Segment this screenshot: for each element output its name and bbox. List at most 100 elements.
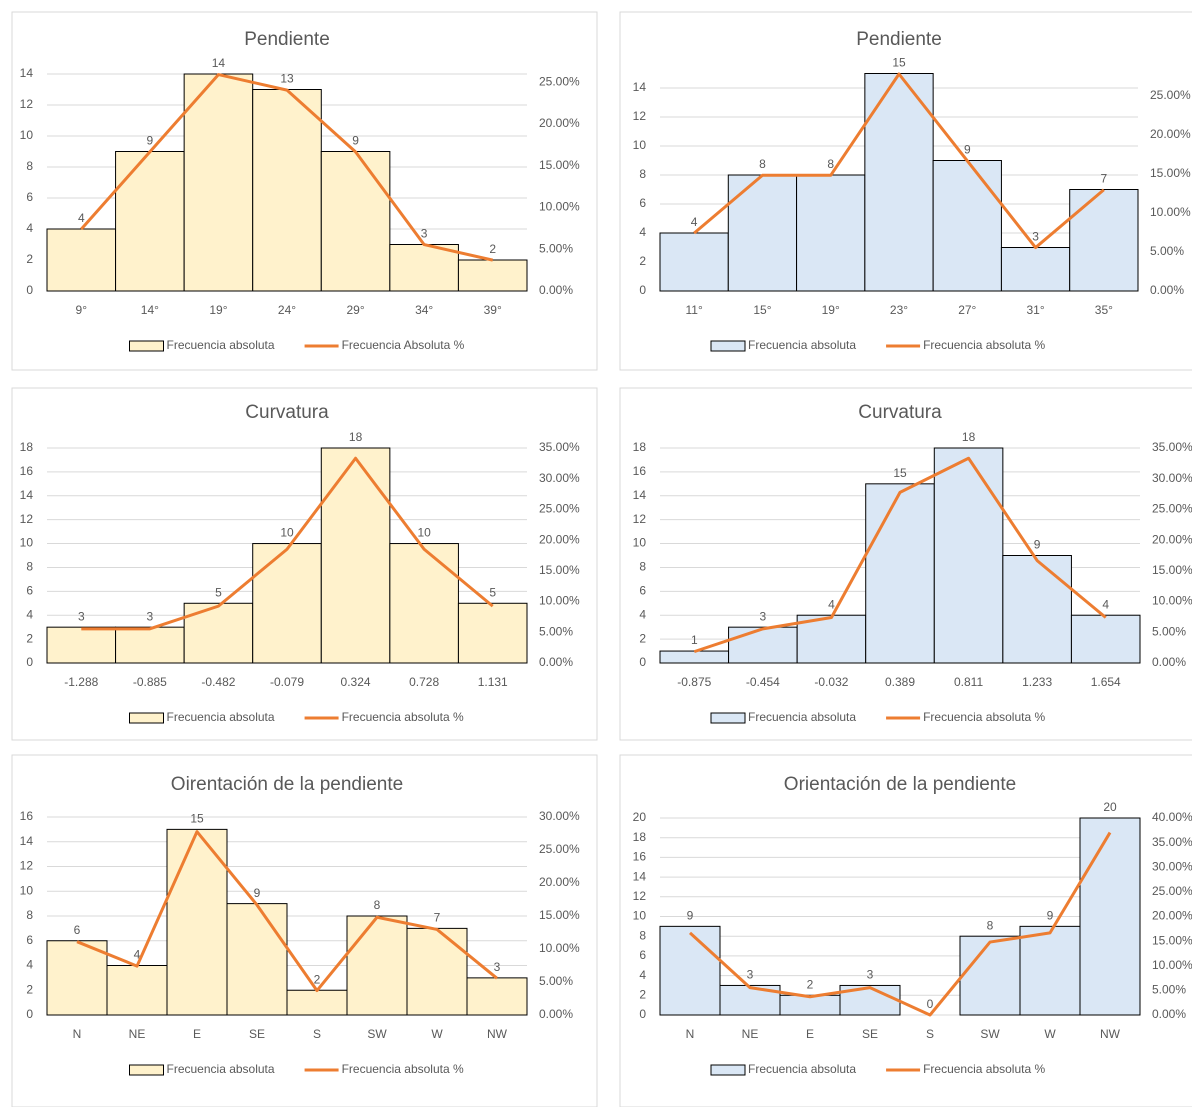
- data-label: 9: [964, 143, 971, 157]
- y2-tick-label: 10.00%: [1150, 205, 1191, 219]
- bar: [1070, 614, 1141, 664]
- legend-swatch: [129, 712, 164, 724]
- y-tick-label: 2: [26, 631, 33, 645]
- chart: Curvatura 0 2 4 6 8 10 12 14 16 18 0.00% 5.00% 10.00%…: [11, 387, 598, 741]
- x-tick-label: -0.454: [746, 675, 780, 689]
- y2-tick-label: 10.00%: [539, 941, 580, 955]
- data-label: 9: [1034, 538, 1041, 552]
- bar: [320, 151, 391, 292]
- x-tick-label: SE: [249, 1027, 265, 1041]
- legend-swatch: [710, 712, 746, 724]
- bar: [252, 89, 322, 292]
- bar: [1019, 925, 1081, 1016]
- legend-label: Frecuencia Absoluta %: [342, 338, 465, 352]
- y-tick-label: 4: [639, 607, 646, 621]
- data-label: 1: [691, 633, 698, 647]
- y-tick-label: 16: [633, 850, 647, 864]
- data-label: 10: [417, 526, 431, 540]
- data-label: 8: [987, 918, 994, 932]
- bar: [226, 903, 288, 1016]
- chart-panel: [11, 754, 598, 1107]
- y-tick-label: 18: [20, 440, 34, 454]
- x-tick-label: E: [806, 1027, 814, 1041]
- bar: [659, 925, 721, 1016]
- chart-title: Curvatura: [858, 402, 942, 423]
- y2-tick-label: 30.00%: [1152, 859, 1192, 873]
- y2-tick-label: 35.00%: [1152, 835, 1192, 849]
- y-tick-label: 0: [639, 283, 646, 297]
- data-label: 7: [1101, 172, 1108, 186]
- x-tick-label: 19°: [822, 303, 840, 317]
- data-label: 18: [962, 430, 976, 444]
- x-tick-label: N: [73, 1027, 82, 1041]
- chart: Orientación de la pendiente 0 2 4 6 8 10 12 14 16…: [619, 754, 1192, 1107]
- y2-tick-label: 5.00%: [539, 974, 573, 988]
- y2-tick-label: 15.00%: [1150, 166, 1191, 180]
- x-tick-label: 24°: [278, 303, 296, 317]
- y-tick-label: 16: [20, 809, 34, 823]
- y2-tick-label: 0.00%: [539, 1007, 573, 1021]
- data-label: 4: [134, 948, 141, 962]
- legend-label: Frecuencia absoluta %: [923, 710, 1045, 724]
- y-tick-label: 16: [20, 464, 34, 478]
- data-label: 8: [759, 157, 766, 171]
- x-tick-label: 0.728: [409, 675, 439, 689]
- data-label: 3: [78, 609, 85, 623]
- y-tick-label: 0: [639, 655, 646, 669]
- y-tick-label: 10: [633, 536, 647, 550]
- bar: [320, 447, 391, 664]
- bar: [466, 977, 528, 1016]
- y2-tick-label: 15.00%: [539, 908, 580, 922]
- x-tick-label: S: [313, 1027, 321, 1041]
- y-tick-label: 18: [633, 830, 647, 844]
- data-label: 8: [827, 157, 834, 171]
- legend-swatch: [129, 340, 164, 352]
- y-tick-label: 4: [26, 607, 33, 621]
- y-tick-label: 0: [26, 1007, 33, 1021]
- y-tick-label: 6: [639, 196, 646, 210]
- y2-tick-label: 20.00%: [539, 532, 580, 546]
- y-tick-label: 2: [639, 987, 646, 1001]
- y2-tick-label: 15.00%: [539, 563, 580, 577]
- y2-tick-label: 30.00%: [1152, 471, 1192, 485]
- y2-tick-label: 10.00%: [539, 200, 580, 214]
- x-tick-label: NW: [487, 1027, 508, 1041]
- x-tick-label: 27°: [958, 303, 976, 317]
- bar: [457, 602, 528, 664]
- y-tick-label: 12: [20, 512, 34, 526]
- data-label: 10: [280, 526, 294, 540]
- y2-tick-label: 10.00%: [1152, 594, 1192, 608]
- data-label: 13: [280, 72, 294, 86]
- x-tick-label: 39°: [484, 303, 502, 317]
- line-series: [693, 456, 1107, 654]
- y-tick-label: 10: [633, 909, 647, 923]
- bar: [46, 940, 108, 1016]
- x-tick-label: 31°: [1026, 303, 1044, 317]
- x-tick-label: 23°: [890, 303, 908, 317]
- y-tick-label: 0: [26, 283, 33, 297]
- data-label: 15: [190, 812, 204, 826]
- y2-tick-label: 20.00%: [539, 116, 580, 130]
- chart-title: Curvatura: [245, 402, 329, 423]
- x-tick-label: -0.079: [270, 675, 304, 689]
- data-label: 9: [352, 134, 359, 148]
- y2-tick-label: 10.00%: [1152, 958, 1192, 972]
- y2-tick-label: 20.00%: [539, 875, 580, 889]
- bar: [106, 965, 168, 1016]
- y-tick-label: 8: [26, 560, 33, 574]
- bar: [115, 151, 185, 292]
- x-tick-label: 1.233: [1022, 675, 1052, 689]
- bar: [406, 927, 468, 1016]
- y-tick-label: 14: [633, 488, 647, 502]
- x-tick-label: W: [1044, 1027, 1056, 1041]
- y-tick-label: 2: [639, 254, 646, 268]
- y2-tick-label: 5.00%: [539, 241, 573, 255]
- y-tick-label: 12: [633, 109, 647, 123]
- x-tick-label: -0.482: [201, 675, 235, 689]
- data-label: 20: [1103, 800, 1117, 814]
- bar: [1002, 555, 1072, 664]
- x-tick-label: W: [431, 1027, 443, 1041]
- y2-tick-label: 15.00%: [1152, 563, 1192, 577]
- data-label: 3: [1032, 230, 1039, 244]
